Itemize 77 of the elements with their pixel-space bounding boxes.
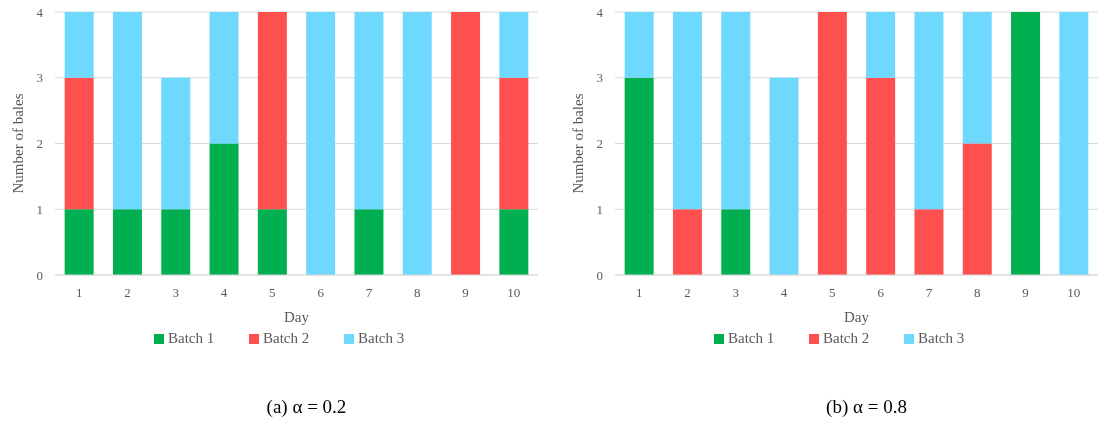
bar (866, 12, 896, 78)
x-tick-label: 2 (684, 285, 691, 300)
bar (1011, 12, 1041, 275)
x-tick-label: 9 (462, 285, 469, 300)
y-axis-title: Number of bales (10, 93, 26, 194)
x-tick-label: 4 (780, 285, 788, 300)
bar (721, 12, 751, 210)
bar (624, 77, 654, 275)
legend-label: Batch 1 (168, 330, 215, 346)
bar (914, 12, 944, 210)
x-tick-label: 2 (124, 285, 131, 300)
bar (402, 12, 432, 275)
x-axis-title: Day (844, 309, 870, 325)
y-tick-label: 2 (36, 136, 43, 152)
bar (914, 209, 944, 275)
bar (112, 12, 142, 210)
bar (817, 12, 847, 275)
x-tick-label: 7 (365, 285, 373, 300)
y-tick-label: 0 (36, 267, 43, 283)
x-tick-label: 6 (877, 285, 885, 300)
bar (209, 12, 239, 144)
text: (a) α = 0.2 (266, 396, 347, 418)
bar (161, 77, 191, 210)
bar (257, 12, 287, 210)
legend-label: Batch 1 (728, 330, 775, 346)
y-tick-label: 0 (596, 267, 603, 283)
y-tick-label: 4 (596, 4, 604, 20)
bar (962, 143, 992, 275)
y-tick-label: 1 (36, 201, 43, 217)
y-axis-title: Number of bales (570, 93, 586, 194)
y-tick-label: 2 (596, 136, 603, 152)
x-tick-label: 3 (732, 285, 739, 300)
x-tick-label: 6 (317, 285, 325, 300)
x-tick-label: 7 (925, 285, 933, 300)
legend-label: Batch 2 (823, 330, 870, 346)
legend-label: Batch 3 (358, 330, 405, 346)
y-tick-label: 4 (36, 4, 44, 20)
x-tick-label: 8 (974, 285, 981, 300)
bar (64, 12, 94, 78)
bar (354, 209, 384, 275)
bar (112, 209, 142, 275)
bar (672, 12, 702, 210)
x-tick-label: 10 (507, 285, 521, 300)
x-tick-label: 8 (414, 285, 421, 300)
x-tick-label: 9 (1022, 285, 1029, 300)
x-tick-label: 1 (635, 285, 643, 300)
x-tick-label: 1 (75, 285, 83, 300)
x-axis-title: Day (284, 309, 310, 325)
y-tick-label: 1 (596, 201, 603, 217)
bar (866, 77, 896, 275)
x-tick-label: 10 (1067, 285, 1081, 300)
bar (306, 12, 336, 275)
bar (721, 209, 751, 275)
bar (962, 12, 992, 144)
bar (769, 77, 799, 275)
bar (624, 12, 654, 78)
legend-label: Batch 3 (918, 330, 965, 346)
text: (b) α = 0.8 (826, 396, 907, 418)
bar (64, 209, 94, 275)
bar (499, 12, 529, 78)
x-tick-label: 5 (829, 285, 836, 300)
bar (354, 12, 384, 210)
bar (499, 209, 529, 275)
y-tick-label: 3 (596, 70, 603, 86)
bar (1059, 12, 1089, 275)
bar (64, 77, 94, 210)
x-tick-label: 4 (220, 285, 228, 300)
bar (209, 143, 239, 275)
bar (257, 209, 287, 275)
bar (451, 12, 481, 275)
x-tick-label: 3 (172, 285, 179, 300)
bar (161, 209, 191, 275)
legend-label: Batch 2 (263, 330, 310, 346)
y-tick-label: 3 (36, 70, 43, 86)
bar (672, 209, 702, 275)
x-tick-label: 5 (269, 285, 276, 300)
bar (499, 77, 529, 210)
